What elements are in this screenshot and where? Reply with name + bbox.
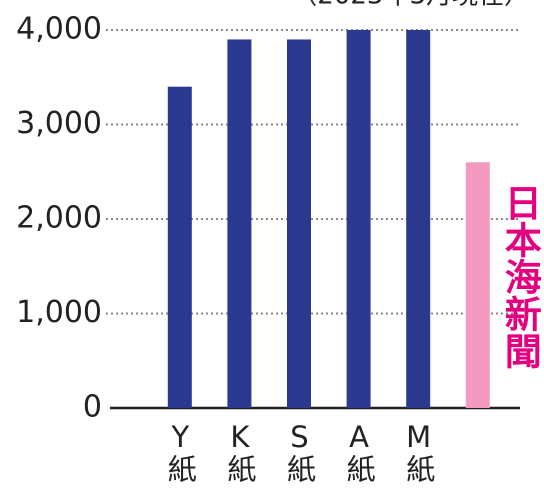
bar bbox=[465, 162, 490, 408]
bar bbox=[287, 39, 311, 408]
bar bbox=[406, 30, 431, 408]
y-tick-label: 4,000 bbox=[16, 12, 102, 47]
x-tick-label: Y紙 bbox=[163, 420, 198, 483]
x-tick-label: S紙 bbox=[282, 420, 317, 483]
x-tick-label: M紙 bbox=[401, 420, 436, 483]
y-tick-label: 0 bbox=[83, 390, 102, 425]
y-tick-label: 3,000 bbox=[16, 106, 102, 141]
y-tick-label: 2,000 bbox=[16, 201, 102, 236]
x-tick-label: 日本海新聞 bbox=[498, 184, 542, 369]
bar bbox=[346, 30, 371, 408]
x-tick-label: K紙 bbox=[222, 420, 257, 483]
x-tick-label: A紙 bbox=[342, 420, 377, 483]
y-tick-label: 1,000 bbox=[16, 295, 102, 330]
chart-subtitle: （2023年3月現在） bbox=[291, 0, 530, 11]
bar bbox=[227, 39, 252, 408]
bar bbox=[167, 86, 192, 408]
